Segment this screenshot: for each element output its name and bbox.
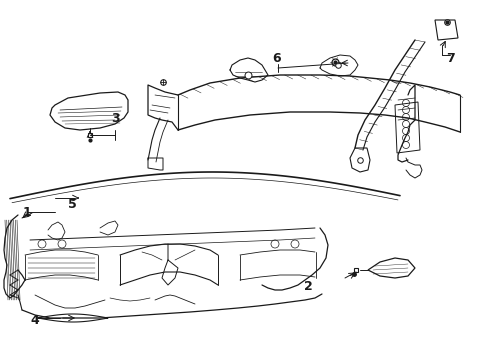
Text: 6: 6 (273, 51, 281, 64)
Text: 2: 2 (304, 279, 313, 292)
Text: 7: 7 (445, 51, 454, 64)
Text: 4: 4 (31, 314, 39, 327)
Text: 5: 5 (68, 198, 76, 211)
Text: 1: 1 (23, 207, 31, 220)
Text: 3: 3 (111, 112, 119, 125)
